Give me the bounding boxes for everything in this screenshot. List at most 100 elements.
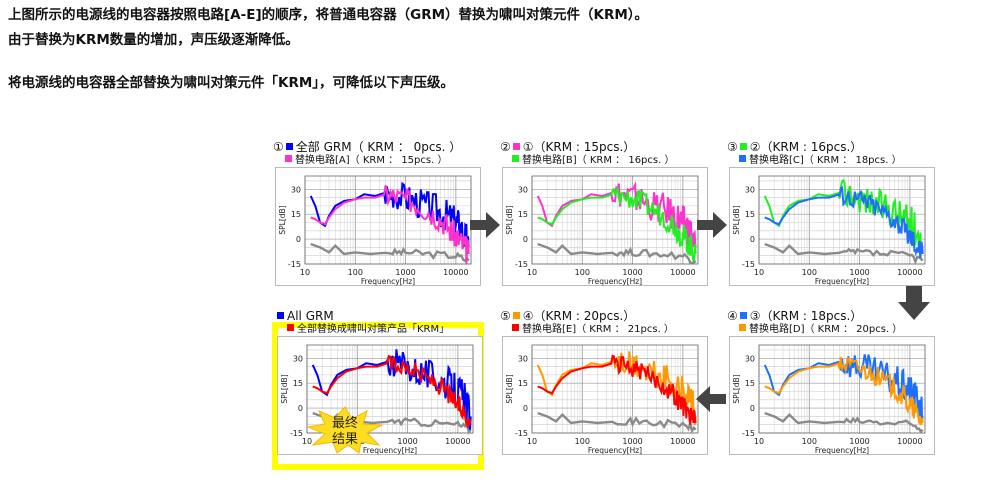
replaced-series-line xyxy=(537,187,697,264)
sublegend-swatch xyxy=(285,155,292,162)
y-axis-label: SPL[dB] xyxy=(278,205,287,234)
panel-number: ② xyxy=(500,140,511,154)
y-tick-label: 15 xyxy=(291,210,301,219)
y-tick-label: -15 xyxy=(742,260,755,269)
x-tick-label: 10000 xyxy=(445,437,470,446)
x-tick-label: 1000 xyxy=(395,268,415,277)
y-tick-label: 0 xyxy=(750,404,755,413)
panel-sublegend: 替换电路[D]（ KRM ： 20pcs. ） xyxy=(739,324,902,336)
arrow-right-1-icon xyxy=(470,212,500,238)
replaced-series-line xyxy=(310,184,470,264)
x-tick-label: 10 xyxy=(302,437,312,446)
panel-legend: All GRM xyxy=(275,309,334,323)
sublegend-label: 替换电路[D]（ KRM ： 20pcs. ） xyxy=(749,324,903,335)
legend-label: ①（KRM : 15pcs.） xyxy=(522,140,636,154)
sublegend-label: 替换电路[E]（ KRM ： 21pcs. ） xyxy=(522,324,674,335)
x-tick-label: 1000 xyxy=(622,268,642,277)
legend-swatch xyxy=(512,312,520,319)
y-axis-label: SPL[dB] xyxy=(280,374,289,403)
arrow-right-2-icon xyxy=(697,212,727,238)
x-tick-label: 100 xyxy=(575,268,590,277)
x-tick-label: 10000 xyxy=(670,268,695,277)
sublegend-swatch xyxy=(739,324,746,331)
panel-sublegend: 替换电路[A]（ KRM ： 15pcs. ） xyxy=(285,155,447,167)
noise-floor-line xyxy=(537,242,697,265)
panel-number: ① xyxy=(273,140,284,154)
replaced-series-line xyxy=(537,354,697,425)
noise-floor-line xyxy=(764,411,924,434)
panel-sublegend: 替换电路[B]（ KRM ： 16pcs. ） xyxy=(512,155,674,167)
chart-panel-p2: 30 15 0 -15 10 100 1000 10000 Frequency[Hz] SPL[d… xyxy=(500,140,710,286)
plot-area xyxy=(531,344,699,434)
y-axis-label: SPL[dB] xyxy=(732,374,741,403)
baseline-series-line xyxy=(763,354,924,424)
y-tick-label: 0 xyxy=(298,404,303,413)
y-tick-label: 15 xyxy=(518,210,528,219)
panel-legend: ② ①（KRM : 15pcs.） xyxy=(500,140,635,154)
chart-panel-p1: 30 15 0 -15 10 100 1000 10000 Frequency[Hz] SPL[d… xyxy=(273,140,483,286)
sublegend-swatch xyxy=(512,155,519,162)
x-tick-label: 10 xyxy=(527,437,537,446)
burst-text-2: 结果 xyxy=(332,432,358,447)
plot-area xyxy=(758,344,926,434)
legend-swatch xyxy=(739,312,747,319)
baseline-series-line xyxy=(763,178,924,254)
y-tick-label: 15 xyxy=(518,379,528,388)
x-tick-label: 100 xyxy=(802,437,817,446)
final-result-burst-icon: 最终 结果 xyxy=(306,406,384,454)
x-tick-label: 100 xyxy=(802,268,817,277)
panel-legend: ③ ②（KRM : 16pcs.） xyxy=(727,140,862,154)
y-tick-label: -15 xyxy=(742,429,755,438)
y-axis-label: SPL[dB] xyxy=(732,205,741,234)
y-tick-label: 15 xyxy=(293,379,303,388)
y-tick-label: 15 xyxy=(745,210,755,219)
panel-number: ④ xyxy=(727,309,738,323)
x-tick-label: 10 xyxy=(754,437,764,446)
x-tick-label: 10000 xyxy=(897,437,922,446)
noise-floor-line xyxy=(764,242,924,265)
x-tick-label: 100 xyxy=(348,268,363,277)
intro-line-3: 将电源线的电容器全部替换为啸叫对策元件「KRM」，可降低以下声压级。 xyxy=(8,75,455,91)
x-tick-label: 10 xyxy=(527,268,537,277)
x-axis-label: Frequency[Hz] xyxy=(588,446,642,455)
x-tick-label: 1000 xyxy=(849,437,869,446)
y-tick-label: -15 xyxy=(515,260,528,269)
panel-number: ③ xyxy=(727,140,738,154)
plot-area xyxy=(758,175,926,265)
chart-panel-p4: 30 15 0 -15 10 100 1000 10000 Frequency[Hz] SPL[d… xyxy=(727,309,937,455)
arrow-left-1-icon xyxy=(696,386,726,412)
noise-floor-line xyxy=(310,242,470,263)
baseline-series-line xyxy=(536,181,697,248)
x-tick-label: 10 xyxy=(300,268,310,277)
replaced-series-line xyxy=(764,185,924,259)
intro-line-1: 上图所示的电源线的电容器按照电路[A-E]的顺序，将普通电容器（GRM）替换为啸… xyxy=(8,7,649,23)
legend-swatch xyxy=(285,143,293,150)
x-tick-label: 10000 xyxy=(897,268,922,277)
burst-text-1: 最终 xyxy=(332,415,358,431)
y-tick-label: 30 xyxy=(745,354,755,363)
y-tick-label: -15 xyxy=(288,260,301,269)
legend-swatch xyxy=(277,312,284,319)
chart-panel-p5: 30 15 0 -15 10 100 1000 10000 Frequency[Hz] SPL[d… xyxy=(500,309,710,455)
x-tick-label: 100 xyxy=(575,437,590,446)
y-tick-label: -15 xyxy=(290,429,303,438)
y-tick-label: 0 xyxy=(750,235,755,244)
y-tick-label: 15 xyxy=(745,379,755,388)
panel-legend: ① 全部 GRM（ KRM ： 0pcs. ） xyxy=(273,140,461,154)
y-tick-label: 30 xyxy=(745,185,755,194)
x-axis-label: Frequency[Hz] xyxy=(815,277,869,286)
panel-sublegend: 替换电路[C]（ KRM ： 18pcs. ） xyxy=(739,155,902,167)
legend-swatch xyxy=(739,143,747,150)
y-axis-label: SPL[dB] xyxy=(505,374,514,403)
legend-label: ②（KRM : 16pcs.） xyxy=(749,140,863,154)
y-tick-label: 30 xyxy=(291,185,301,194)
panel-legend: ⑤ ④（KRM : 20pcs.） xyxy=(500,309,635,323)
panel-sublegend: 替换电路[E]（ KRM ： 21pcs. ） xyxy=(512,324,674,336)
noise-floor-line xyxy=(537,411,697,434)
replaced-series-line xyxy=(312,354,472,428)
sublegend-swatch xyxy=(287,324,294,331)
x-tick-label: 10000 xyxy=(670,437,695,446)
y-axis-label: SPL[dB] xyxy=(505,205,514,234)
